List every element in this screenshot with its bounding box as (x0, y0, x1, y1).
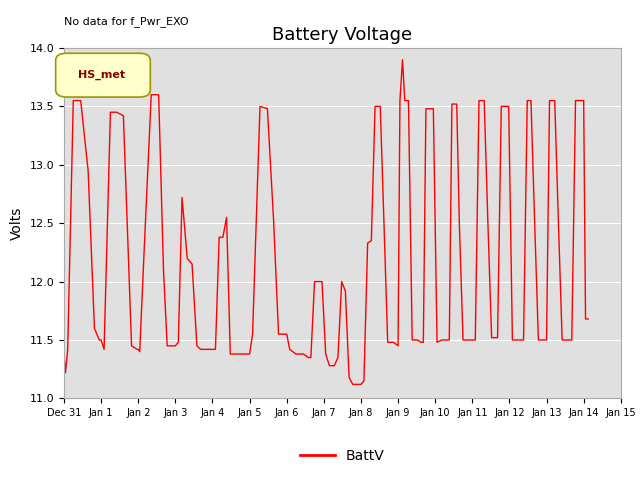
FancyBboxPatch shape (56, 53, 150, 97)
Text: No data for f_Pwr_EXO: No data for f_Pwr_EXO (64, 16, 189, 27)
Title: Battery Voltage: Battery Voltage (273, 25, 412, 44)
Y-axis label: Volts: Volts (10, 206, 24, 240)
Legend: BattV: BattV (294, 444, 390, 468)
Text: HS_met: HS_met (78, 70, 125, 81)
